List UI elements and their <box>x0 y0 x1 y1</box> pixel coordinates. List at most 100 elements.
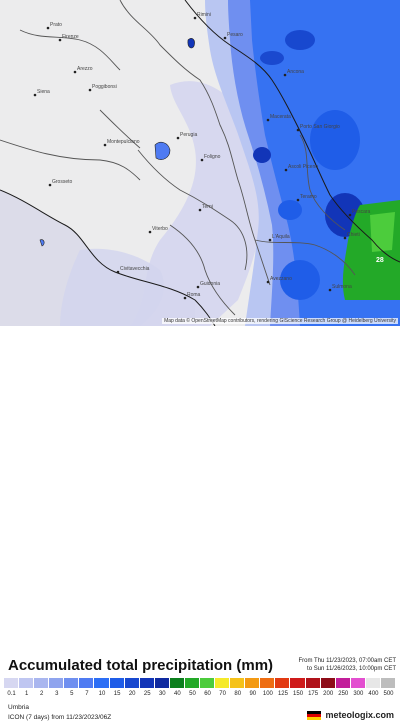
legend-swatch <box>320 678 336 688</box>
city-marker[interactable]: Grosseto <box>48 179 73 187</box>
city-dot-icon <box>284 168 288 172</box>
city-label: Grosseto <box>52 179 73 185</box>
legend-tick-label: 25 <box>143 691 151 697</box>
legend-tick-label: 80 <box>234 691 242 697</box>
legend-swatch <box>335 678 351 688</box>
legend-tick-label: 70 <box>219 691 226 697</box>
city-marker[interactable]: Poggibonsi <box>88 84 117 92</box>
precip-core <box>278 200 302 220</box>
brand-logo[interactable]: meteologix.com <box>307 710 394 720</box>
city-marker[interactable]: Perugia <box>176 132 198 140</box>
legend-swatch <box>94 678 110 688</box>
city-label: Macerata <box>270 114 291 120</box>
precip-value-label: 28 <box>376 257 384 264</box>
forecast-period: From Thu 11/23/2023, 07:00am CET to Sun … <box>299 658 397 673</box>
city-marker[interactable]: Siena <box>33 89 50 97</box>
precip-core <box>260 51 284 65</box>
page-title: Accumulated total precipitation (mm) <box>8 657 274 674</box>
legend-tick-label: 50 <box>189 691 196 697</box>
city-marker[interactable]: Civitavecchia <box>116 266 150 274</box>
city-label: Porto San Giorgio <box>300 124 340 130</box>
city-label: Ancona <box>287 69 304 75</box>
lake <box>187 38 195 49</box>
legend-swatch <box>290 678 306 688</box>
legend-swatch <box>64 678 80 688</box>
legend-ticks: 0.1 1 2 3 5 7 10 15 20 25 30 40 50 60 70 80 90 100 125 150 1… <box>4 691 396 699</box>
precipitation-map[interactable]: 28 Rimini Pesaro Ancona Arezzo Perugia Folign… <box>0 0 400 326</box>
lake-trasimeno <box>154 141 171 160</box>
legend-swatch <box>34 678 50 688</box>
city-marker[interactable]: Ascoli Piceno <box>284 164 319 172</box>
legend-tick-label: 10 <box>98 691 106 697</box>
model-info: ICON (7 days) from 11/23/2023/06Z <box>8 714 112 721</box>
city-label: Arezzo <box>77 66 93 72</box>
map-canvas: 28 Rimini Pesaro Ancona Arezzo Perugia Folign… <box>0 0 400 326</box>
legend-swatch <box>139 678 155 688</box>
city-marker[interactable]: Teramo <box>296 194 317 202</box>
color-legend <box>4 678 397 688</box>
city-dot-icon <box>296 198 300 202</box>
legend-tick-label: 90 <box>249 691 257 697</box>
city-marker[interactable]: Chieti <box>343 232 360 240</box>
city-label: Firenze <box>62 34 79 40</box>
city-dot-icon <box>200 158 204 162</box>
legend-swatch <box>380 678 397 688</box>
city-dot-icon <box>46 26 50 30</box>
city-marker[interactable]: Firenze <box>58 34 79 42</box>
city-marker[interactable]: Prato <box>46 22 62 30</box>
legend-footer: Accumulated total precipitation (mm) Fro… <box>0 326 400 721</box>
city-label: Poggibonsi <box>92 84 117 90</box>
city-marker[interactable]: Sulmona <box>328 284 352 292</box>
precip-core <box>310 110 360 170</box>
legend-tick-label: 150 <box>293 691 304 697</box>
city-label: Avezzano <box>270 276 292 282</box>
city-marker[interactable]: Roma <box>183 292 201 300</box>
legend-swatch <box>245 678 261 688</box>
precip-core <box>280 260 320 300</box>
city-marker[interactable]: Foligno <box>200 154 221 162</box>
city-label: Foligno <box>204 154 221 160</box>
city-marker[interactable]: Guidonia <box>196 281 221 289</box>
legend-swatch <box>169 678 185 688</box>
city-dot-icon <box>176 136 180 140</box>
legend-tick-label: 125 <box>277 691 288 697</box>
legend-swatch <box>124 678 140 688</box>
city-label: L'Aquila <box>272 234 290 240</box>
city-dot-icon <box>33 93 37 97</box>
city-marker[interactable]: Ancona <box>283 69 304 77</box>
city-dot-icon <box>88 88 92 92</box>
city-marker[interactable]: Montepulciano <box>103 139 140 147</box>
precip-core <box>285 30 315 50</box>
city-label: Ascoli Piceno <box>288 164 318 170</box>
city-marker[interactable]: Pesaro <box>223 32 243 40</box>
city-label: Chieti <box>347 232 360 238</box>
city-marker[interactable]: Pescara <box>348 209 371 217</box>
city-marker[interactable]: Terni <box>198 204 213 212</box>
legend-tick-label: 300 <box>353 691 364 697</box>
city-dot-icon <box>283 73 287 77</box>
legend-swatch <box>79 678 95 688</box>
city-dot-icon <box>196 285 200 289</box>
city-marker[interactable]: Avezzano <box>266 276 292 284</box>
city-label: Montepulciano <box>107 139 140 145</box>
legend-tick-label: 40 <box>174 691 181 697</box>
city-dot-icon <box>343 236 347 240</box>
city-marker[interactable]: Viterbo <box>148 226 168 234</box>
legend-tick-label: 3 <box>55 691 59 697</box>
city-dot-icon <box>268 238 272 242</box>
legend-swatch <box>19 678 35 688</box>
legend-swatch <box>305 678 321 688</box>
city-marker[interactable]: Arezzo <box>73 66 93 74</box>
region-label: Umbria <box>8 704 29 711</box>
precip-core <box>253 147 271 163</box>
city-marker[interactable]: Rimini <box>193 12 211 20</box>
city-dot-icon <box>348 213 352 217</box>
legend-swatch <box>350 678 366 688</box>
legend-tick-label: 175 <box>308 691 319 697</box>
city-dot-icon <box>48 183 52 187</box>
city-marker[interactable]: Porto San Giorgio <box>296 124 340 132</box>
city-label: Siena <box>37 89 50 95</box>
city-marker[interactable]: L'Aquila <box>268 234 290 242</box>
city-label: Pescara <box>352 209 371 215</box>
city-marker[interactable]: Macerata <box>266 114 291 122</box>
